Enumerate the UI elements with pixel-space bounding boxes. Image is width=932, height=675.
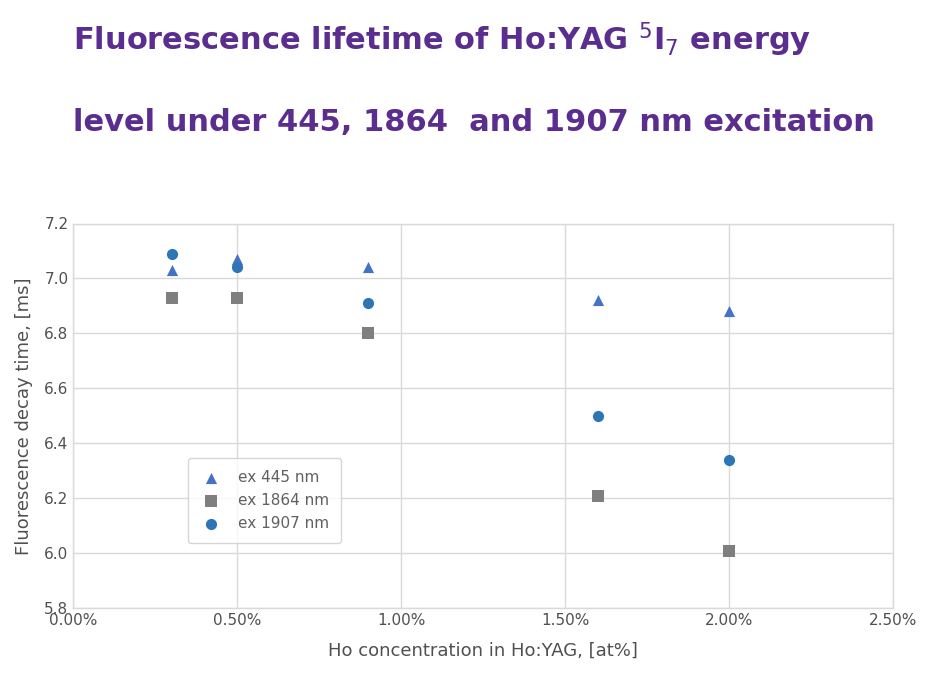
Legend: ex 445 nm, ex 1864 nm, ex 1907 nm: ex 445 nm, ex 1864 nm, ex 1907 nm — [187, 458, 341, 543]
ex 445 nm — [361, 262, 376, 273]
ex 1864 nm — [721, 545, 736, 556]
ex 445 nm — [230, 254, 245, 265]
ex 1907 nm — [590, 410, 605, 421]
ex 445 nm — [164, 265, 179, 275]
ex 1907 nm — [721, 454, 736, 465]
ex 1907 nm — [230, 262, 245, 273]
ex 1864 nm — [164, 292, 179, 303]
Text: level under 445, 1864  and 1907 nm excitation: level under 445, 1864 and 1907 nm excita… — [74, 108, 875, 137]
ex 445 nm — [590, 295, 605, 306]
ex 1864 nm — [590, 490, 605, 501]
Text: Fluorescence lifetime of Ho:YAG $^5\mathregular{I}_7$ energy: Fluorescence lifetime of Ho:YAG $^5\math… — [74, 20, 812, 59]
Y-axis label: Fluorescence decay time, [ms]: Fluorescence decay time, [ms] — [15, 277, 33, 555]
ex 445 nm — [721, 306, 736, 317]
ex 1864 nm — [230, 292, 245, 303]
X-axis label: Ho concentration in Ho:YAG, [at%]: Ho concentration in Ho:YAG, [at%] — [328, 642, 638, 660]
ex 1864 nm — [361, 328, 376, 339]
ex 1907 nm — [164, 248, 179, 259]
ex 1907 nm — [361, 298, 376, 308]
